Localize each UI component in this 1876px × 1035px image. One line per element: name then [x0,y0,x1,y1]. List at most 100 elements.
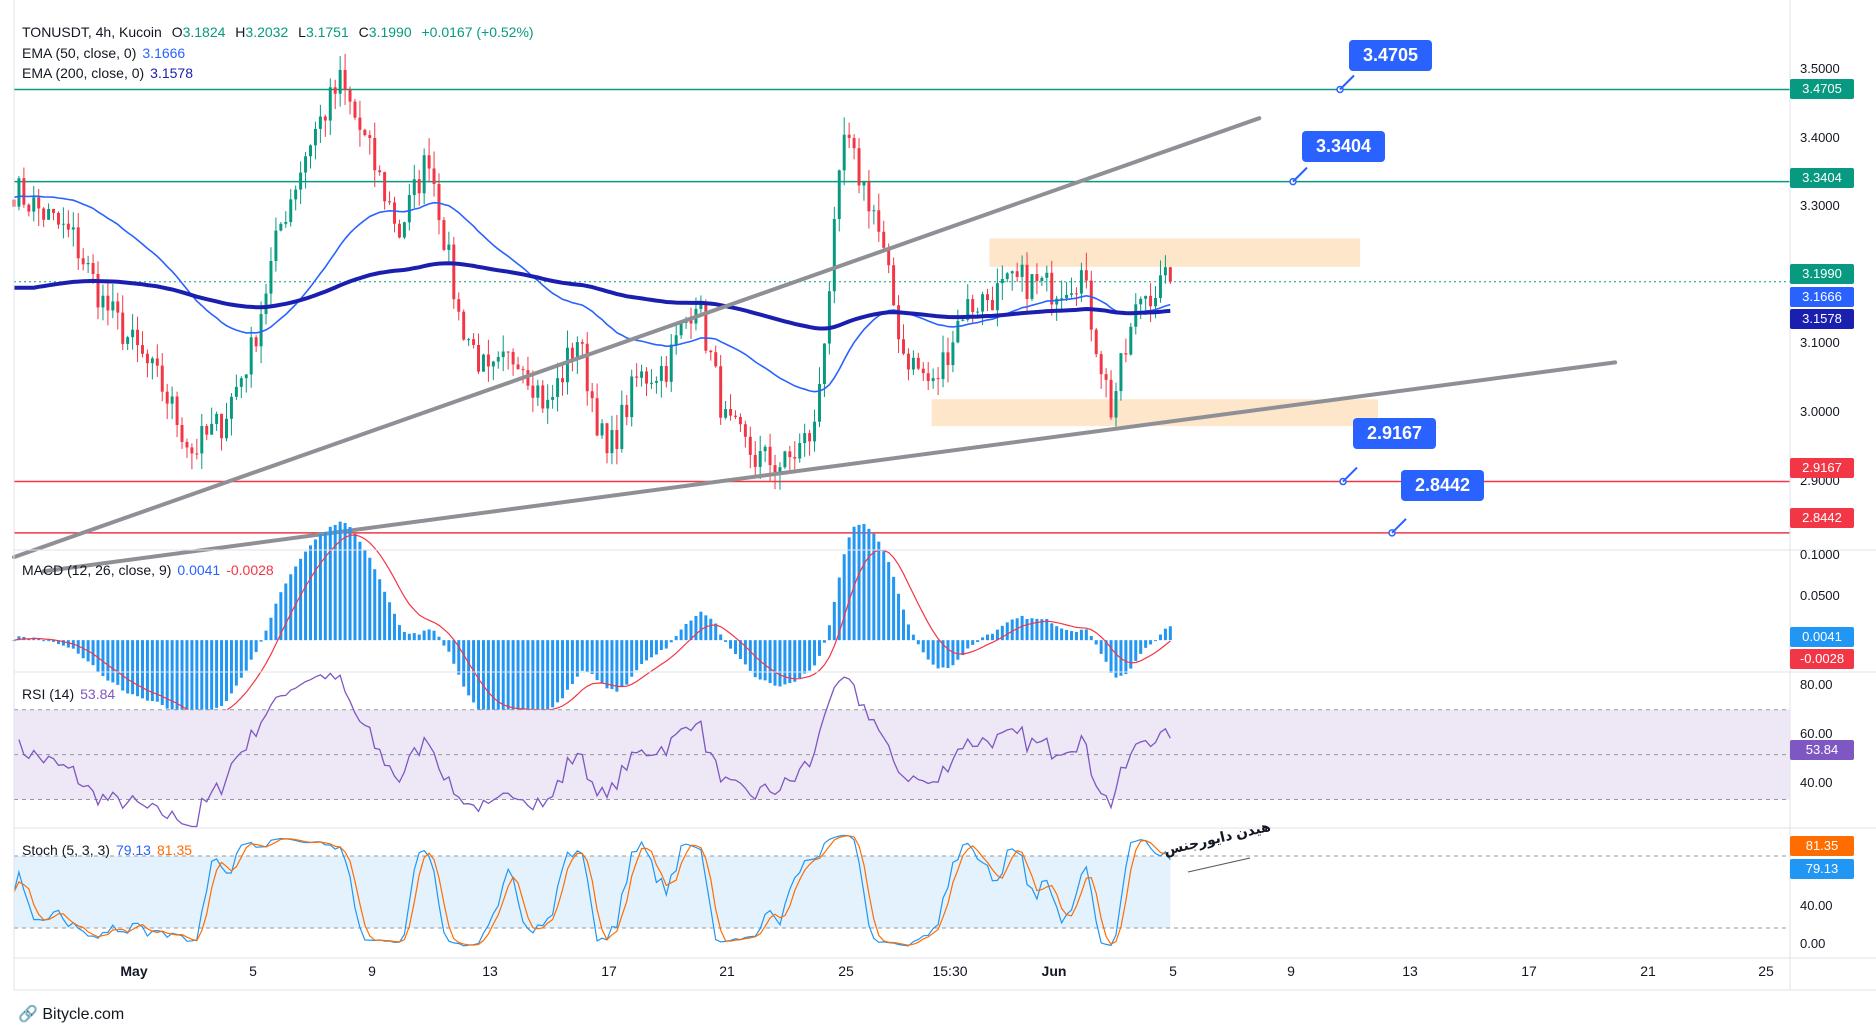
candle-body [432,168,436,185]
macd-bar [417,634,421,641]
candle-body [1025,264,1029,299]
tag-stoch-k: 79.13 [1790,859,1854,879]
macd-bar [1040,619,1044,641]
macd-bar [654,640,658,655]
candle-body [437,184,441,221]
macd-bar [847,537,851,641]
candle-body [1094,329,1098,355]
candle-body [852,138,856,149]
candle-body [724,409,728,418]
macd-bar [195,640,199,725]
macd-bar [462,640,466,687]
stoch-k-line [13,834,1171,947]
macd-bar [239,640,243,678]
macd-bar [1045,618,1049,641]
candle-body [42,208,46,220]
candle-body [56,212,60,225]
macd-bar [378,579,382,641]
low-label: L [298,24,306,40]
x-label: 17 [601,963,617,979]
candle-body [491,361,495,367]
x-label: 9 [1287,963,1295,979]
macd-bar [852,526,856,641]
stoch-tick: 40.00 [1800,898,1833,913]
candle-body [363,129,367,136]
candle-body [531,385,535,398]
candle-body [981,294,985,312]
candle-body [516,364,520,370]
candle-body [254,337,258,347]
macd-bar [773,640,777,686]
macd-bar [205,640,209,719]
macd-bar [145,640,149,701]
rsi-tick: 80.00 [1800,677,1833,692]
change-value: +0.0167 (+0.52%) [421,24,534,40]
candle-body [926,373,930,382]
candle-body [462,311,466,340]
x-label: May [120,963,148,979]
macd-bar [1030,618,1034,641]
ema200-label: EMA (200, close, 0) [22,65,145,81]
macd-bar [995,629,999,641]
macd-bar [42,640,46,642]
macd-bar [491,640,495,719]
macd-bar [457,640,461,675]
macd-bar [1149,640,1153,645]
macd-bar [467,640,471,696]
tag-resistance-2: 3.3404 [1790,168,1854,188]
candle-body [210,423,214,435]
macd-bar [328,526,332,641]
candle-body [477,344,480,372]
candle-body [17,178,21,207]
macd-bar [101,640,105,677]
macd-bar [867,528,871,641]
candle-body [27,204,31,212]
price-tick: 3.1000 [1800,335,1840,350]
x-label: 17 [1521,963,1537,979]
callout-support-1[interactable]: 2.9167 [1353,418,1437,449]
candle-body [837,170,841,219]
candle-body [155,358,159,366]
macd-bar [96,640,100,673]
macd-bar [363,549,367,641]
callout-support-2[interactable]: 2.8442 [1401,470,1485,501]
callout-resistance-1[interactable]: 3.4705 [1349,40,1433,71]
candle-body [1000,279,1004,284]
callout-resistance-2[interactable]: 3.3404 [1302,131,1386,162]
open-label: O [171,24,183,40]
candle-body [71,227,75,230]
candle-body [393,202,396,224]
candle-body [1114,391,1118,418]
macd-bar [501,640,505,717]
candle-body [121,312,125,344]
macd-bar [798,640,802,679]
zone-supply [989,238,1361,267]
macd-bar [615,640,619,692]
x-label: 13 [1402,963,1418,979]
macd-bar [150,640,154,702]
macd-bar [259,640,263,642]
candle-body [1134,304,1138,327]
candle-body [1168,267,1172,282]
macd-bar [185,640,189,722]
macd-bar [788,640,792,684]
candle-body [383,172,387,202]
candle-body [615,430,619,449]
candle-body [699,301,703,309]
candle-body [635,376,639,378]
candle-body [793,457,797,459]
candle-body [842,134,846,171]
candle-body [348,89,352,102]
macd-bar [738,640,742,659]
macd-bar [763,640,767,681]
macd-bar [575,640,579,677]
trendline-upper [12,116,1262,560]
macd-bar [758,640,762,680]
macd-tick: 0.0500 [1800,588,1840,603]
macd-bar [872,533,876,641]
tag-rsi: 53.84 [1790,740,1854,760]
macd-bar [1065,629,1069,641]
candle-body [1124,353,1128,355]
candle-body [714,352,718,367]
